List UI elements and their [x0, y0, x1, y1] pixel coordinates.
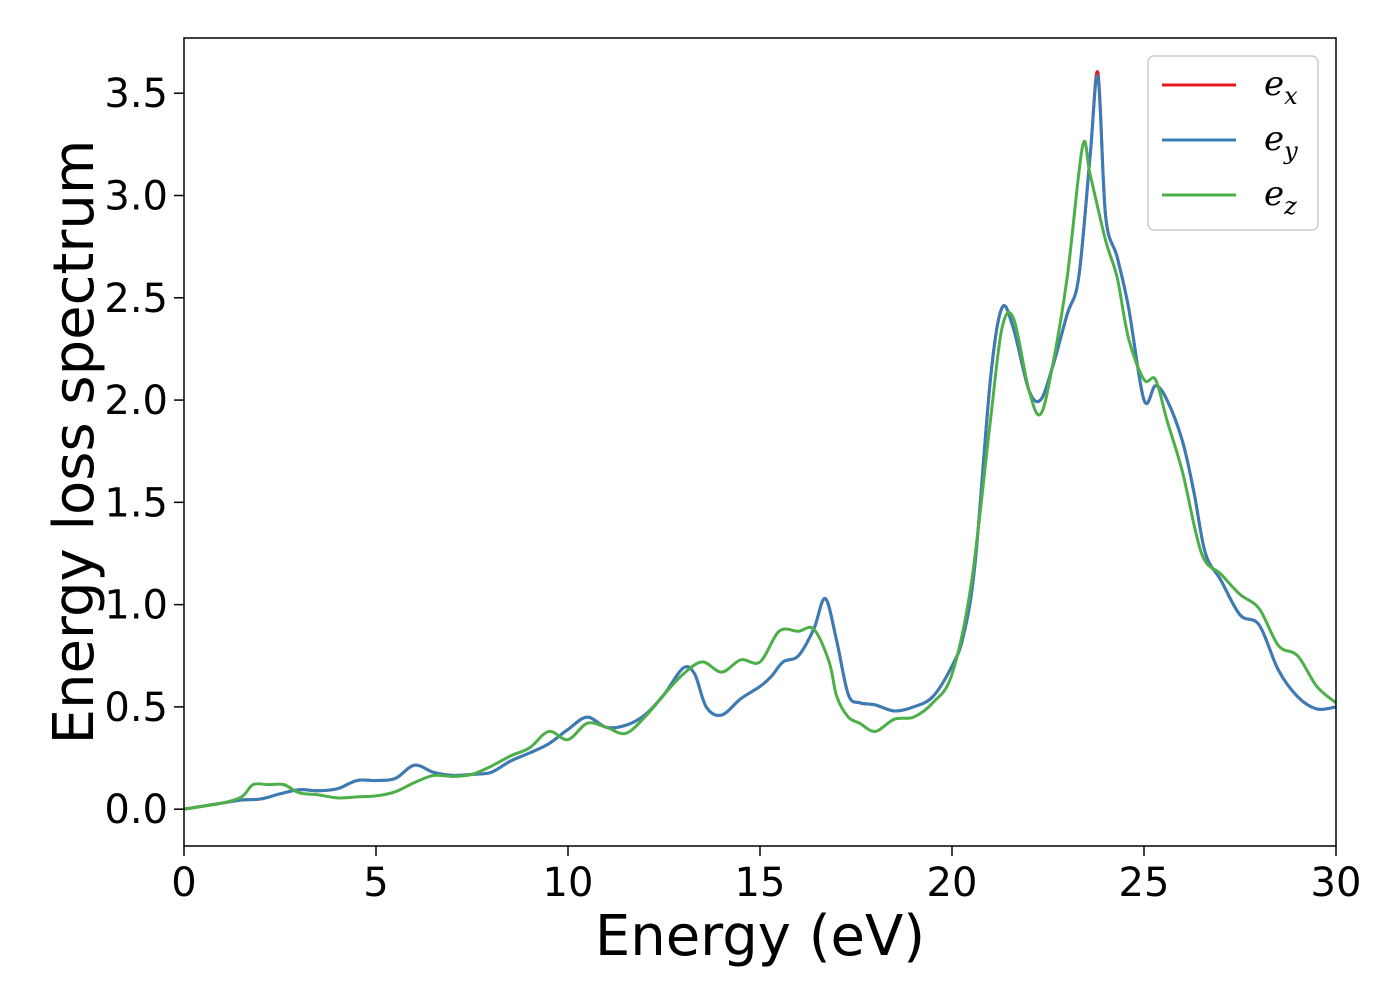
y-tick-label: 0.5: [104, 685, 168, 731]
x-tick-label: 10: [543, 860, 594, 906]
x-tick-label: 5: [363, 860, 388, 906]
x-tick-label: 30: [1311, 860, 1362, 906]
x-axis-title: Energy (eV): [595, 904, 925, 969]
y-tick-label: 1.0: [104, 583, 168, 629]
x-tick-label: 15: [735, 860, 786, 906]
legend-label-z: ez: [1264, 174, 1297, 220]
x-tick-label: 25: [1119, 860, 1170, 906]
series-line-y: [184, 74, 1336, 811]
y-tick-label: 2.0: [104, 378, 168, 424]
y-axis-title: Energy loss spectrum: [42, 140, 107, 745]
y-tick-label: 3.5: [104, 71, 168, 117]
series-line-z: [184, 139, 1336, 811]
y-tick-label: 3.0: [104, 174, 168, 220]
legend-label-x: ex: [1264, 64, 1298, 110]
legend: ex ey ez: [1147, 55, 1319, 231]
legend-box: [1147, 55, 1319, 231]
y-tick-label: 1.5: [104, 480, 168, 526]
legend-label-y: ey: [1264, 119, 1298, 165]
y-tick-label: 2.5: [104, 276, 168, 322]
y-tick-label: 0.0: [104, 787, 168, 833]
x-tick-label: 20: [927, 860, 978, 906]
ticks-layer: 0 5 10 15 20 25 30 0.0 0.5 1.0 1.5 2.0 2.5 3.0 3.5: [104, 71, 1361, 906]
x-tick-label: 0: [171, 860, 196, 906]
legend-items: ex ey ez: [1162, 64, 1298, 220]
series-layer: [184, 70, 1336, 811]
